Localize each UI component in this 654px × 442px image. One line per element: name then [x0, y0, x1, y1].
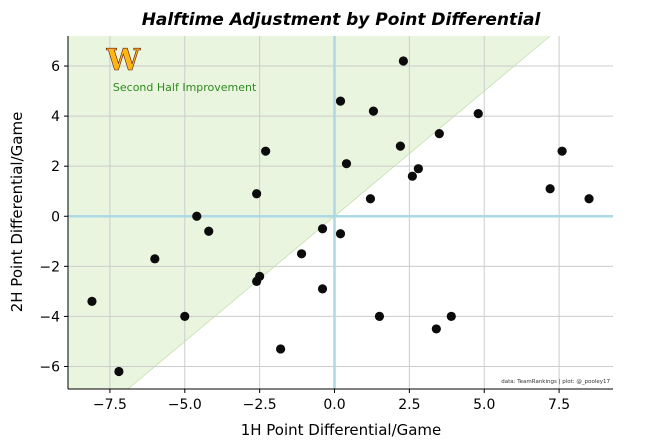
data-point — [374, 311, 385, 321]
data-point — [255, 271, 265, 281]
x-tick-label: −7.5 — [93, 397, 127, 413]
y-tick-label: −6 — [39, 359, 60, 375]
data-point — [276, 344, 286, 354]
data-point — [413, 164, 423, 174]
axis-ticks: −7.5 −5.0 −2.5 0.0 2.5 5.0 7.5 −6 −4 −2 0 2 4 6 — [39, 59, 570, 413]
data-point — [335, 96, 346, 106]
x-tick-label: 0.0 — [323, 397, 345, 413]
data-point — [317, 284, 328, 294]
x-tick-label: −2.5 — [243, 397, 277, 413]
data-point — [114, 366, 124, 377]
plot-area: W Second Half Improvement data: TeamRankin… — [67, 36, 613, 390]
data-point — [434, 129, 444, 139]
data-point — [545, 184, 555, 194]
y-tick-label: −2 — [39, 259, 60, 275]
data-point — [192, 211, 202, 221]
data-point — [398, 56, 408, 66]
data-point — [407, 171, 417, 181]
data-point — [473, 109, 483, 119]
data-point — [204, 226, 214, 236]
data-point — [296, 249, 307, 259]
team-logo: W — [106, 43, 142, 78]
data-point — [557, 146, 567, 156]
chart-title: Halftime Adjustment by Point Differentia… — [142, 10, 542, 30]
data-point — [317, 224, 328, 234]
data-point — [252, 189, 262, 199]
data-point — [368, 106, 379, 116]
y-axis-label: 2H Point Differential/Game — [8, 112, 26, 313]
data-point — [395, 141, 405, 151]
data-point — [446, 311, 456, 321]
y-tick-label: 0 — [51, 209, 60, 225]
x-tick-label: 2.5 — [398, 397, 420, 413]
data-point — [365, 194, 376, 204]
x-tick-label: 7.5 — [548, 397, 570, 413]
region-label: Second Half Improvement — [113, 81, 257, 94]
y-tick-label: 2 — [51, 159, 60, 175]
y-tick-label: −4 — [39, 309, 60, 325]
x-tick-label: 5.0 — [473, 397, 495, 413]
credit-text: data: TeamRankings | plot: @_pooley17 — [501, 379, 610, 385]
data-point — [150, 254, 160, 264]
y-tick-label: 4 — [51, 109, 60, 125]
data-point — [335, 229, 346, 239]
data-point — [87, 296, 97, 306]
data-point — [431, 324, 441, 334]
data-point — [180, 311, 190, 321]
y-tick-label: 6 — [51, 59, 60, 75]
data-point — [584, 194, 594, 204]
diagonal-line — [127, 36, 551, 389]
data-point — [261, 146, 271, 156]
x-tick-label: −5.0 — [168, 397, 202, 413]
data-point — [341, 159, 352, 169]
improvement-region — [68, 36, 551, 389]
x-axis-label: 1H Point Differential/Game — [241, 421, 442, 439]
